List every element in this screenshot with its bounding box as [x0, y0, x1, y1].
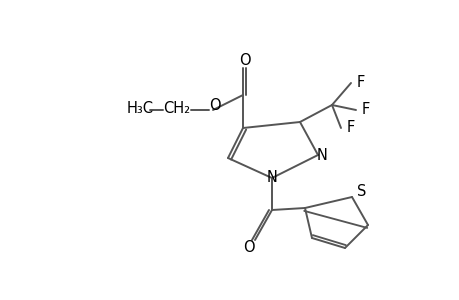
- Text: O: O: [239, 52, 250, 68]
- Text: CH₂: CH₂: [163, 100, 190, 116]
- Text: S: S: [356, 184, 365, 199]
- Text: F: F: [361, 101, 369, 116]
- Text: O: O: [209, 98, 220, 112]
- Text: O: O: [243, 241, 254, 256]
- Text: H₃C: H₃C: [126, 100, 153, 116]
- Text: N: N: [266, 170, 277, 185]
- Text: F: F: [356, 74, 364, 89]
- Text: F: F: [346, 119, 354, 134]
- Text: N: N: [316, 148, 327, 163]
